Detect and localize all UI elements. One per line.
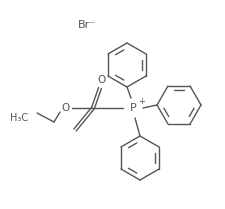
Text: O: O — [62, 103, 70, 113]
Text: P: P — [130, 103, 136, 113]
Text: +: + — [139, 97, 145, 106]
Text: Br⁻: Br⁻ — [78, 20, 96, 30]
Text: H₃C: H₃C — [10, 113, 28, 123]
Text: O: O — [97, 75, 105, 85]
